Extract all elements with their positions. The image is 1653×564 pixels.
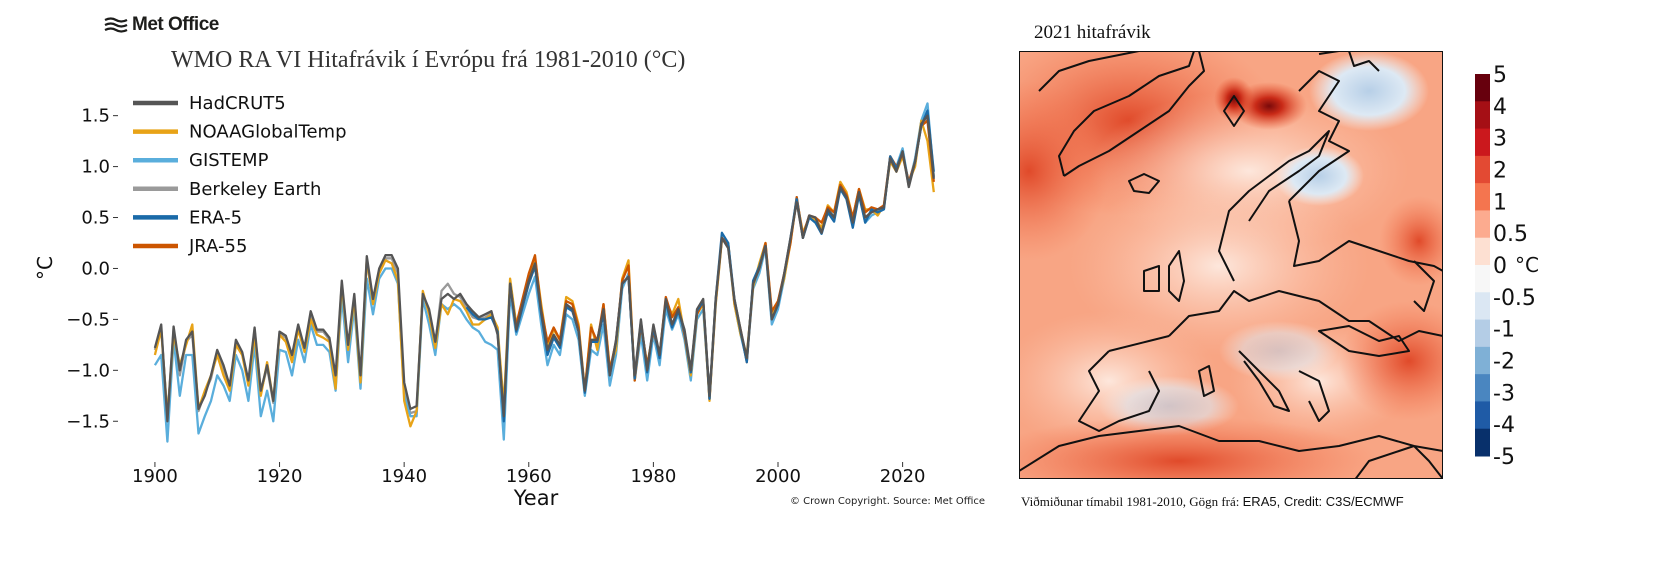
legend-label: Berkeley Earth: [189, 179, 321, 200]
y-tick-label: 0.5: [81, 208, 110, 229]
anomaly-map: [1019, 51, 1443, 479]
y-axis-label: °C: [33, 256, 57, 280]
legend-label: GISTEMP: [189, 150, 269, 171]
colorbar-block: [1475, 155, 1490, 184]
anomaly-area: [1019, 416, 1379, 479]
anomaly-area: [1274, 146, 1364, 206]
series-line-noaaglobaltemp: [153, 119, 935, 428]
colorbar-block: [1475, 210, 1490, 239]
colorbar-label: 4: [1493, 95, 1507, 120]
colorbar-block: [1475, 401, 1490, 430]
x-tick-label: 1900: [132, 466, 178, 487]
colorbar-label: -2: [1493, 350, 1515, 375]
coastlines: [1019, 51, 1443, 479]
colorbar-block: [1475, 346, 1490, 375]
y-tick-label: 1.5: [81, 106, 110, 127]
y-tick-label: −1.5: [66, 411, 110, 432]
x-tick-label: 1920: [257, 466, 303, 487]
colorbar-block: [1475, 183, 1490, 211]
x-tick-label: 2020: [880, 466, 926, 487]
colorbar-block: [1475, 74, 1490, 102]
colorbar-label: 2: [1493, 159, 1507, 184]
colorbar-label: 5: [1493, 63, 1507, 88]
x-tick-label: 2000: [755, 466, 801, 487]
x-tick-label: 1940: [381, 466, 427, 487]
colorbar-block: [1475, 237, 1490, 266]
series-line-jra-55: [515, 119, 935, 400]
anomaly-area: [1379, 196, 1443, 286]
legend-label: ERA-5: [189, 207, 242, 228]
colorbar-block: [1475, 319, 1490, 348]
colorbar-label: 0.5: [1493, 222, 1528, 247]
x-tick-label: 1960: [506, 466, 552, 487]
anomaly-area: [1214, 77, 1254, 121]
met-office-wave-icon: [104, 17, 128, 33]
colorbar-block: [1475, 128, 1490, 157]
footnote-source: ERA5, Credit: C3S/ECMWF: [1242, 494, 1404, 509]
colorbar: 5 4 3 2 1 0.5 0 -0.5 -1 -2 -3 -4 -5 °C: [1475, 63, 1539, 470]
colorbar-label: 0: [1493, 254, 1507, 279]
y-tick-label: −0.5: [66, 309, 110, 330]
copyright-credit: © Crown Copyright. Source: Met Office: [790, 496, 986, 507]
footnote-reference-period: Viðmiðunar tímabil 1981-2010, Gögn frá:: [1021, 494, 1243, 509]
colorbar-label: -0.5: [1493, 286, 1536, 311]
series-line-berkeley-earth: [153, 116, 935, 421]
series-line-hadcrut5: [153, 114, 935, 423]
y-tick-label: 1.0: [81, 157, 110, 178]
legend-label: HadCRUT5: [189, 93, 286, 114]
colorbar-unit: °C: [1515, 253, 1539, 277]
colorbar-block: [1475, 265, 1490, 293]
left-chart-title: WMO RA VI Hitafrávik í Evrópu frá 1981-2…: [171, 47, 686, 73]
colorbar-label: -4: [1493, 413, 1515, 438]
logo-text: Met Office: [132, 14, 219, 35]
colorbar-block: [1475, 374, 1490, 402]
y-tick-label: 0.0: [81, 258, 110, 279]
anomaly-area: [1309, 51, 1429, 131]
legend-label: NOAAGlobalTemp: [189, 122, 347, 143]
colorbar-label: 3: [1493, 127, 1507, 152]
anomaly-area: [1019, 81, 1109, 261]
colorbar-block: [1475, 292, 1490, 321]
legend-label: JRA-55: [188, 236, 247, 257]
colorbar-label: -3: [1493, 381, 1515, 406]
colorbar-block: [1475, 101, 1490, 130]
x-tick-label: 1980: [630, 466, 676, 487]
colorbar-label: 1: [1493, 190, 1507, 215]
met-office-logo: Met Office: [104, 14, 219, 36]
x-axis-label: Year: [513, 486, 559, 510]
colorbar-label: -5: [1493, 445, 1515, 470]
map-title: 2021 hitafrávik: [1034, 22, 1151, 43]
map-footnote: Viðmiðunar tímabil 1981-2010, Gögn frá: …: [1021, 494, 1404, 510]
colorbar-block: [1475, 428, 1490, 457]
y-tick-label: −1.0: [66, 360, 110, 381]
colorbar-label: -1: [1493, 318, 1515, 343]
line-chart: 1900 1920 1940 1960 1980 2000 2020 1.5 1.0 0.5 0.0…: [33, 93, 935, 510]
